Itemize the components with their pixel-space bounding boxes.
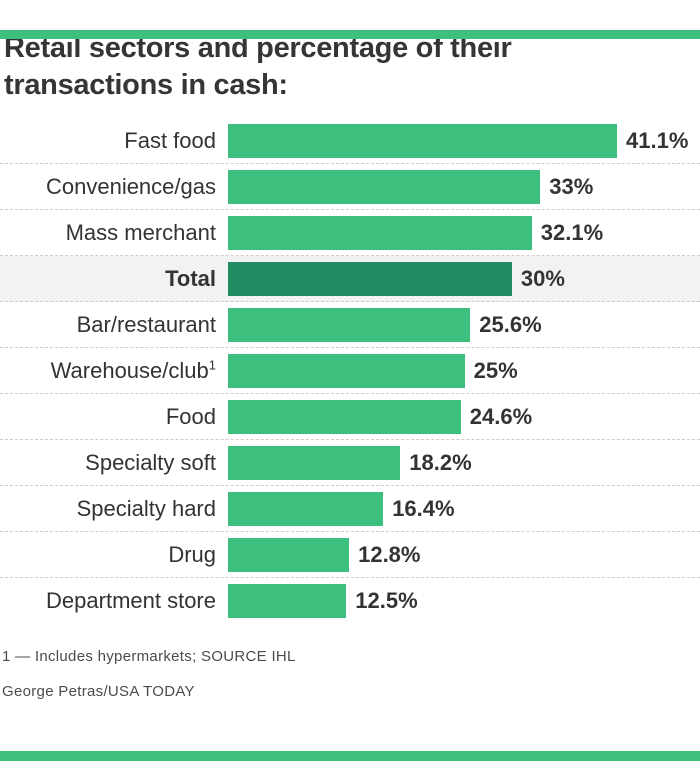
- value-label: 25.6%: [479, 311, 542, 337]
- chart-row: Department store 12.5%: [0, 578, 700, 624]
- category-label: Mass merchant: [65, 219, 216, 245]
- chart-row: Mass merchant 32.1%: [0, 210, 700, 256]
- category-label: Convenience/gas: [45, 173, 216, 199]
- chart-row: Warehouse/club1 25%: [0, 348, 700, 394]
- value-bar: [228, 491, 384, 526]
- value-label: 25%: [473, 357, 518, 383]
- credit-line: George Petras/USA TODAY: [2, 683, 195, 700]
- value-bar: [228, 445, 401, 480]
- category-label: Fast food: [124, 127, 216, 153]
- chart-row: Total 30%: [0, 256, 700, 302]
- top-accent-band: [0, 30, 700, 39]
- page-title-line-2: transactions in cash:: [4, 69, 288, 101]
- footnote: 1 — Includes hypermarkets; SOURCE IHL: [2, 648, 296, 665]
- value-bar: [228, 261, 512, 296]
- category-label: Bar/restaurant: [76, 311, 216, 337]
- category-label: Specialty soft: [85, 449, 216, 475]
- chart-row: Food 24.6%: [0, 394, 700, 440]
- category-label: Department store: [46, 588, 216, 613]
- bottom-accent-band: [0, 751, 700, 761]
- value-bar: [228, 169, 541, 204]
- value-label: 30%: [520, 265, 565, 291]
- chart-row: Specialty soft 18.2%: [0, 440, 700, 486]
- page-title: Retail sectors and percentage of their t…: [4, 30, 700, 104]
- category-label: Warehouse/club1: [50, 357, 216, 383]
- chart-row: Fast food 41.1%: [0, 118, 700, 164]
- value-bar: [228, 584, 347, 618]
- value-label: 33%: [549, 173, 594, 199]
- chart-row: Specialty hard 16.4%: [0, 486, 700, 532]
- value-label: 12.5%: [355, 588, 418, 613]
- category-label: Food: [165, 403, 216, 429]
- chart-row: Convenience/gas 33%: [0, 164, 700, 210]
- footnote-marker: 1: [208, 357, 216, 373]
- value-bar: [228, 399, 461, 434]
- chart-row: Bar/restaurant 25.6%: [0, 302, 700, 348]
- category-label: Drug: [168, 541, 216, 567]
- bar-chart: Fast food 41.1% Convenience/gas 33% Mass mer…: [0, 118, 700, 624]
- value-label: 16.4%: [392, 495, 455, 521]
- value-bar: [228, 537, 350, 572]
- value-label: 12.8%: [358, 541, 421, 567]
- value-label: 32.1%: [540, 219, 604, 245]
- category-label: Specialty hard: [76, 495, 216, 521]
- value-bar: [228, 123, 617, 158]
- value-label: 24.6%: [469, 403, 533, 429]
- category-label: Total: [165, 265, 216, 291]
- chart-row: Drug 12.8%: [0, 532, 700, 578]
- value-bar: [228, 215, 532, 250]
- value-bar: [228, 307, 471, 342]
- value-label: 18.2%: [409, 449, 472, 475]
- value-bar: [228, 353, 465, 388]
- value-label: 41.1%: [626, 127, 689, 153]
